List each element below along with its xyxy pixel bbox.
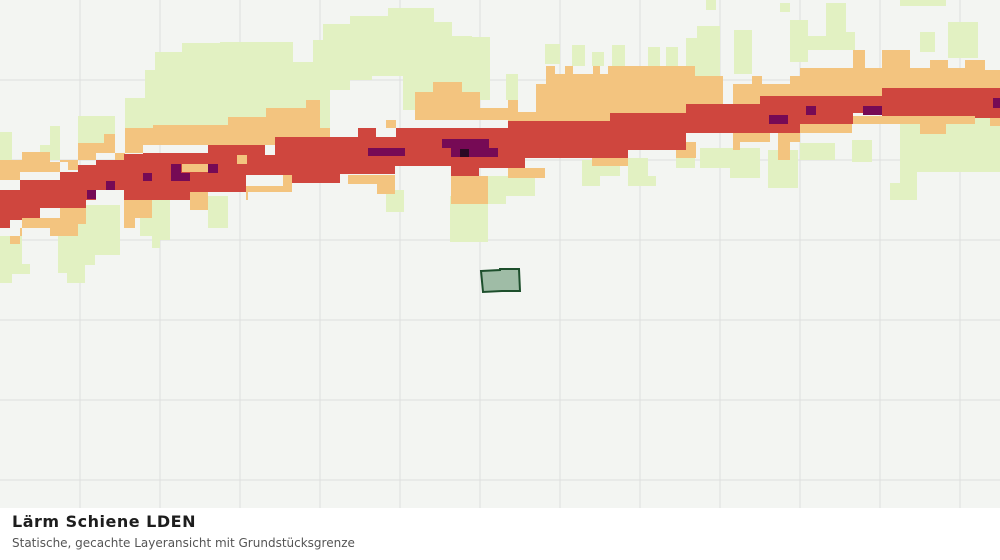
map [0,0,1000,508]
noise-zone-high [0,88,1000,228]
noise-zone-very-high [87,98,1000,199]
map-title: Lärm Schiene LDEN [12,512,196,531]
noise-zone-medium [0,50,1000,244]
noise-zone-low [0,0,1000,283]
caption: Lärm Schiene LDEN Statische, gecachte La… [12,512,355,550]
noise-zone-peak [460,149,469,157]
noise-zone-medium-holes [22,155,247,228]
map-subtitle: Statische, gecachte Layeransicht mit Gru… [12,536,355,550]
parcel-boundary [479,268,522,294]
